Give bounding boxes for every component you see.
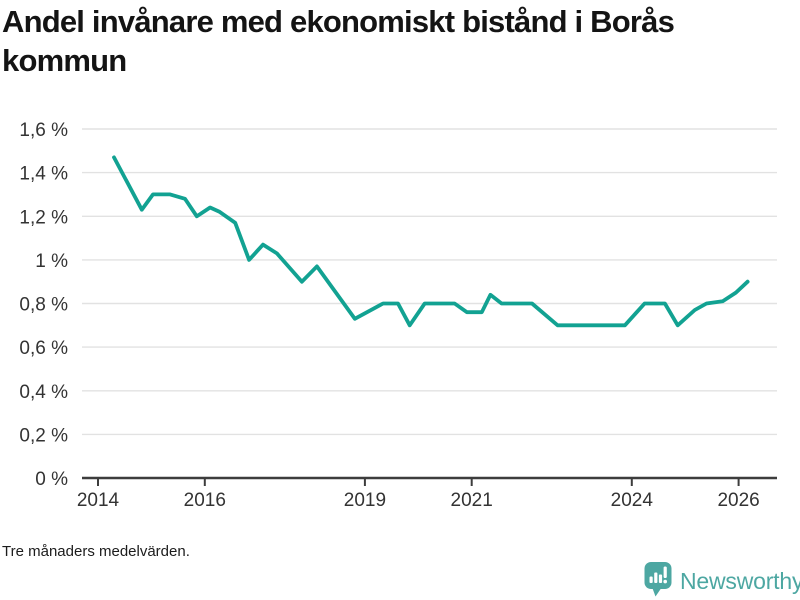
y-axis-label: 0,8 %: [19, 295, 68, 316]
newsworthy-logo-text: Newsworthy: [680, 568, 800, 594]
y-axis-label: 0 %: [35, 469, 68, 490]
y-axis-label: 0,2 %: [19, 425, 68, 446]
x-axis-label: 2016: [184, 490, 226, 511]
y-axis-label: 1,2 %: [19, 207, 68, 228]
page-title: Andel invånare med ekonomiskt bistånd i …: [2, 2, 798, 80]
x-axis-label: 2026: [717, 490, 759, 511]
y-axis-label: 1 %: [35, 251, 68, 272]
data-line: [112, 155, 750, 328]
y-axis-label: 1,4 %: [19, 164, 68, 185]
y-axis-label: 0,4 %: [19, 382, 68, 403]
y-axis-label: 0,6 %: [19, 338, 68, 359]
x-axis-label: 2014: [77, 490, 120, 511]
x-axis-label: 2019: [344, 490, 386, 511]
newsworthy-logo[interactable]: Newsworthy: [644, 561, 800, 598]
page-title-line1: Andel invånare med ekonomiskt bistånd i …: [2, 4, 675, 39]
page-title-line2: kommun: [2, 43, 127, 78]
x-axis-label: 2021: [451, 490, 493, 511]
chart-footnote: Tre månaders medelvärden.: [2, 543, 190, 560]
y-axis-label: 1,6 %: [19, 120, 68, 141]
x-axis-label: 2024: [611, 490, 654, 511]
newsworthy-logo-icon: [644, 562, 672, 597]
